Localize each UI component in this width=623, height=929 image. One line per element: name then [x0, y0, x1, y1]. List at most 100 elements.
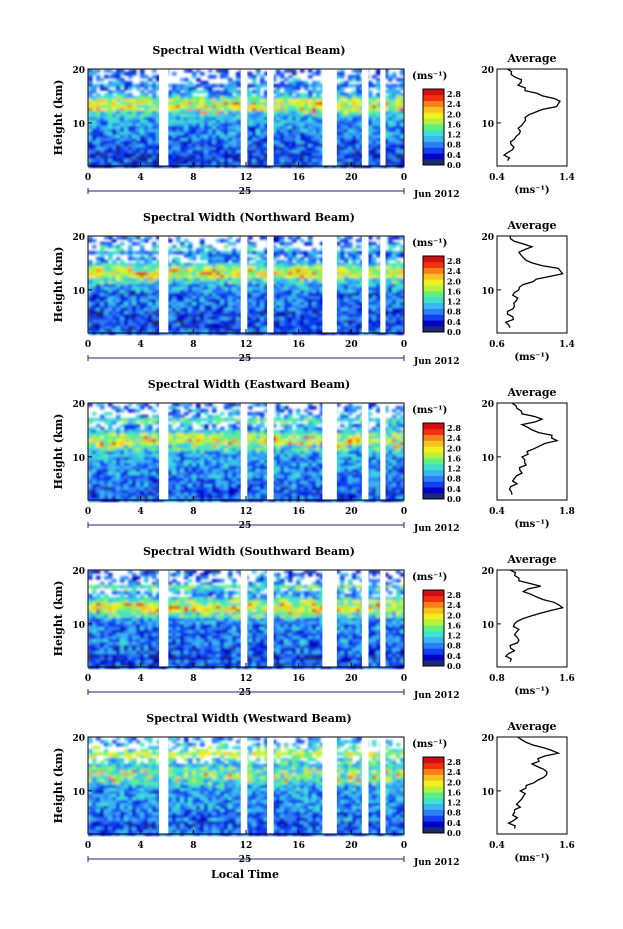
heatmap-cell — [148, 406, 153, 410]
heatmap-cell — [96, 108, 101, 112]
heatmap-cell — [300, 93, 305, 97]
heatmap-cell — [312, 278, 317, 282]
heatmap-cell — [176, 323, 181, 327]
heatmap-cell — [112, 102, 117, 106]
heatmap-cell — [320, 284, 325, 288]
heatmap-cell — [176, 87, 181, 91]
heatmap-cell — [228, 84, 233, 88]
heatmap-cell — [336, 326, 341, 330]
heatmap-cell — [288, 242, 293, 246]
heatmap-cell — [300, 108, 305, 112]
heatmap-cell — [108, 153, 113, 157]
heatmap-cell — [352, 302, 357, 306]
heatmap-cell — [256, 412, 261, 416]
heatmap-cell — [112, 272, 117, 276]
heatmap-cell — [172, 415, 177, 419]
heatmap-cell — [400, 317, 405, 321]
heatmap-cell — [388, 150, 393, 154]
heatmap-cell — [284, 320, 289, 324]
heatmap-cell — [296, 114, 301, 118]
heatmap-cell — [140, 305, 145, 309]
heatmap-cell — [264, 129, 269, 133]
heatmap-cell — [316, 275, 321, 279]
heatmap-cell — [204, 299, 209, 303]
heatmap-cell — [348, 278, 353, 282]
heatmap-cell — [176, 162, 181, 166]
heatmap-cell — [336, 162, 341, 166]
heatmap-cell — [128, 287, 133, 291]
heatmap-cell — [100, 284, 105, 288]
heatmap-cell — [340, 275, 345, 279]
average-x-tick-label: 0.4 — [489, 173, 505, 183]
heatmap-cell — [212, 314, 217, 318]
heatmap-cell — [336, 159, 341, 163]
heatmap-cell — [168, 90, 173, 94]
heatmap-cell — [204, 156, 209, 160]
heatmap-cell — [172, 117, 177, 121]
heatmap-cell — [344, 120, 349, 124]
heatmap-cell — [232, 87, 237, 91]
heatmap-cell — [368, 248, 373, 252]
heatmap-cell — [108, 317, 113, 321]
heatmap-cell — [256, 311, 261, 315]
heatmap-cell — [192, 293, 197, 297]
heatmap-cell — [348, 153, 353, 157]
heatmap-cell — [396, 147, 401, 151]
heatmap-cell — [112, 165, 117, 169]
heatmap-cell — [252, 96, 257, 100]
heatmap-cell — [276, 150, 281, 154]
heatmap-cell — [252, 290, 257, 294]
heatmap-cell — [216, 251, 221, 255]
heatmap-cell — [348, 403, 353, 407]
heatmap-cell — [92, 299, 97, 303]
heatmap-cell — [288, 138, 293, 142]
heatmap-cell — [352, 263, 357, 267]
heatmap-cell — [312, 269, 317, 273]
colorbar-tick-label: 1.6 — [447, 286, 461, 296]
heatmap-cell — [180, 263, 185, 267]
heatmap-cell — [172, 418, 177, 422]
heatmap-cell — [260, 299, 265, 303]
heatmap-cell — [308, 314, 313, 318]
heatmap-cell — [280, 269, 285, 273]
heatmap-cell — [192, 323, 197, 327]
heatmap-cell — [152, 159, 157, 163]
heatmap-cell — [288, 248, 293, 252]
heatmap-cell — [336, 90, 341, 94]
heatmap-cell — [392, 165, 397, 169]
average-y-tick-label: 20 — [481, 66, 494, 76]
heatmap-cell — [248, 123, 253, 127]
heatmap-cell — [260, 326, 265, 330]
heatmap-cell — [136, 135, 141, 139]
heatmap-cell — [136, 275, 141, 279]
heatmap-cell — [392, 120, 397, 124]
heatmap-cell — [220, 314, 225, 318]
heatmap-cell — [300, 239, 305, 243]
heatmap-cell — [400, 141, 405, 145]
heatmap-cell — [392, 159, 397, 163]
heatmap-cell — [260, 302, 265, 306]
heatmap-cell — [304, 311, 309, 315]
heatmap-cell — [400, 165, 405, 169]
heatmap-cell — [208, 96, 213, 100]
heatmap-cell — [180, 272, 185, 276]
heatmap-cell — [172, 320, 177, 324]
heatmap-cell — [368, 120, 373, 124]
heatmap-cell — [260, 272, 265, 276]
heatmap-cell — [140, 105, 145, 109]
heatmap-cell — [264, 317, 269, 321]
heatmap-cell — [384, 105, 389, 109]
heatmap-cell — [188, 332, 193, 336]
heatmap-cell — [216, 293, 221, 297]
heatmap-cell — [296, 272, 301, 276]
heatmap-cell — [312, 108, 317, 112]
heatmap-cell — [352, 120, 357, 124]
heatmap-cell — [256, 87, 261, 91]
heatmap-cell — [208, 153, 213, 157]
heatmap-cell — [344, 263, 349, 267]
heatmap-cell — [288, 105, 293, 109]
heatmap-cell — [180, 332, 185, 336]
heatmap-cell — [180, 141, 185, 145]
heatmap-cell — [140, 314, 145, 318]
heatmap-cell — [100, 129, 105, 133]
